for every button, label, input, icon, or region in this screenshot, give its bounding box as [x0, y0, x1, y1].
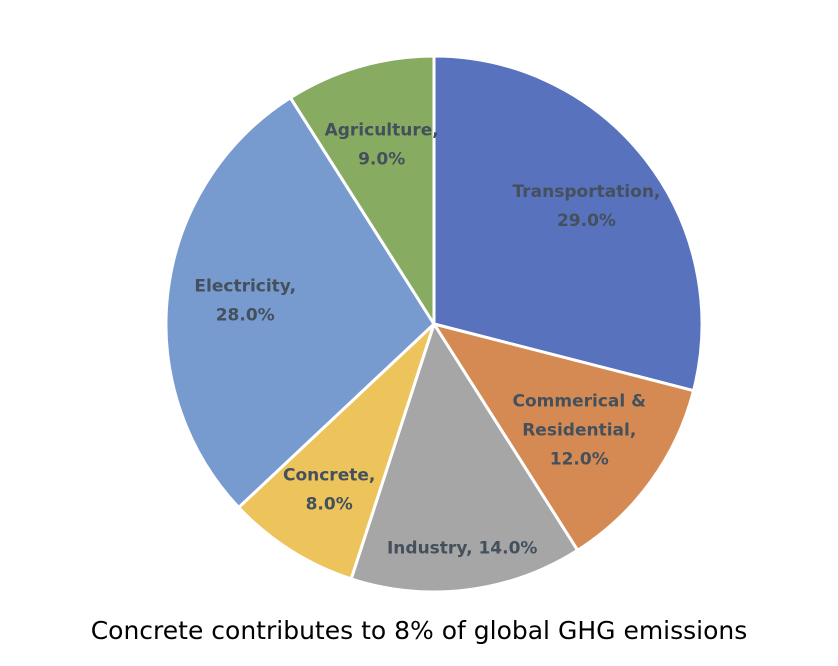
- slice-label-line: Electricity,: [194, 277, 296, 297]
- pie-slices: [164, 54, 704, 594]
- pie-chart: Transportation, 29.0% Commerical & Resident…: [164, 54, 704, 594]
- pie-slice-commerical-residential: [432, 322, 696, 552]
- slice-label-line: 29.0%: [557, 211, 616, 231]
- chart-caption: Concrete contributes to 8% of global GHG…: [90, 616, 748, 645]
- slice-label-line: Agriculture,: [325, 120, 439, 140]
- pie-slice-transportation: [432, 54, 704, 393]
- slice-label-agriculture: Agriculture, 9.0%: [325, 120, 439, 169]
- slice-label-line: 12.0%: [550, 450, 609, 470]
- pie-slice-concrete: [237, 322, 436, 581]
- slice-label-commerical-residential: Commerical & Residential, 12.0%: [513, 392, 647, 470]
- slice-label-concrete: Concrete, 8.0%: [283, 466, 375, 515]
- slice-label-line: 8.0%: [306, 495, 353, 515]
- slice-label-transportation: Transportation, 29.0%: [513, 182, 661, 231]
- slice-label-line: Concrete,: [283, 466, 375, 486]
- slice-label-electricity: Electricity, 28.0%: [194, 277, 296, 326]
- slice-label-line: 9.0%: [358, 149, 405, 169]
- slice-label-line: Commerical &: [513, 392, 647, 412]
- slice-label-line: Residential,: [522, 421, 636, 441]
- slice-label-industry: Industry, 14.0%: [387, 538, 537, 558]
- pie-slice-electricity: [164, 96, 436, 509]
- pie-slice-agriculture: [288, 54, 436, 326]
- slice-label-line: 28.0%: [216, 306, 275, 326]
- pie-slice-industry: [349, 322, 580, 594]
- pie-labels: Transportation, 29.0% Commerical & Resident…: [194, 120, 660, 558]
- slice-label-line: Transportation,: [513, 182, 661, 202]
- slice-label-line: Industry, 14.0%: [387, 538, 537, 558]
